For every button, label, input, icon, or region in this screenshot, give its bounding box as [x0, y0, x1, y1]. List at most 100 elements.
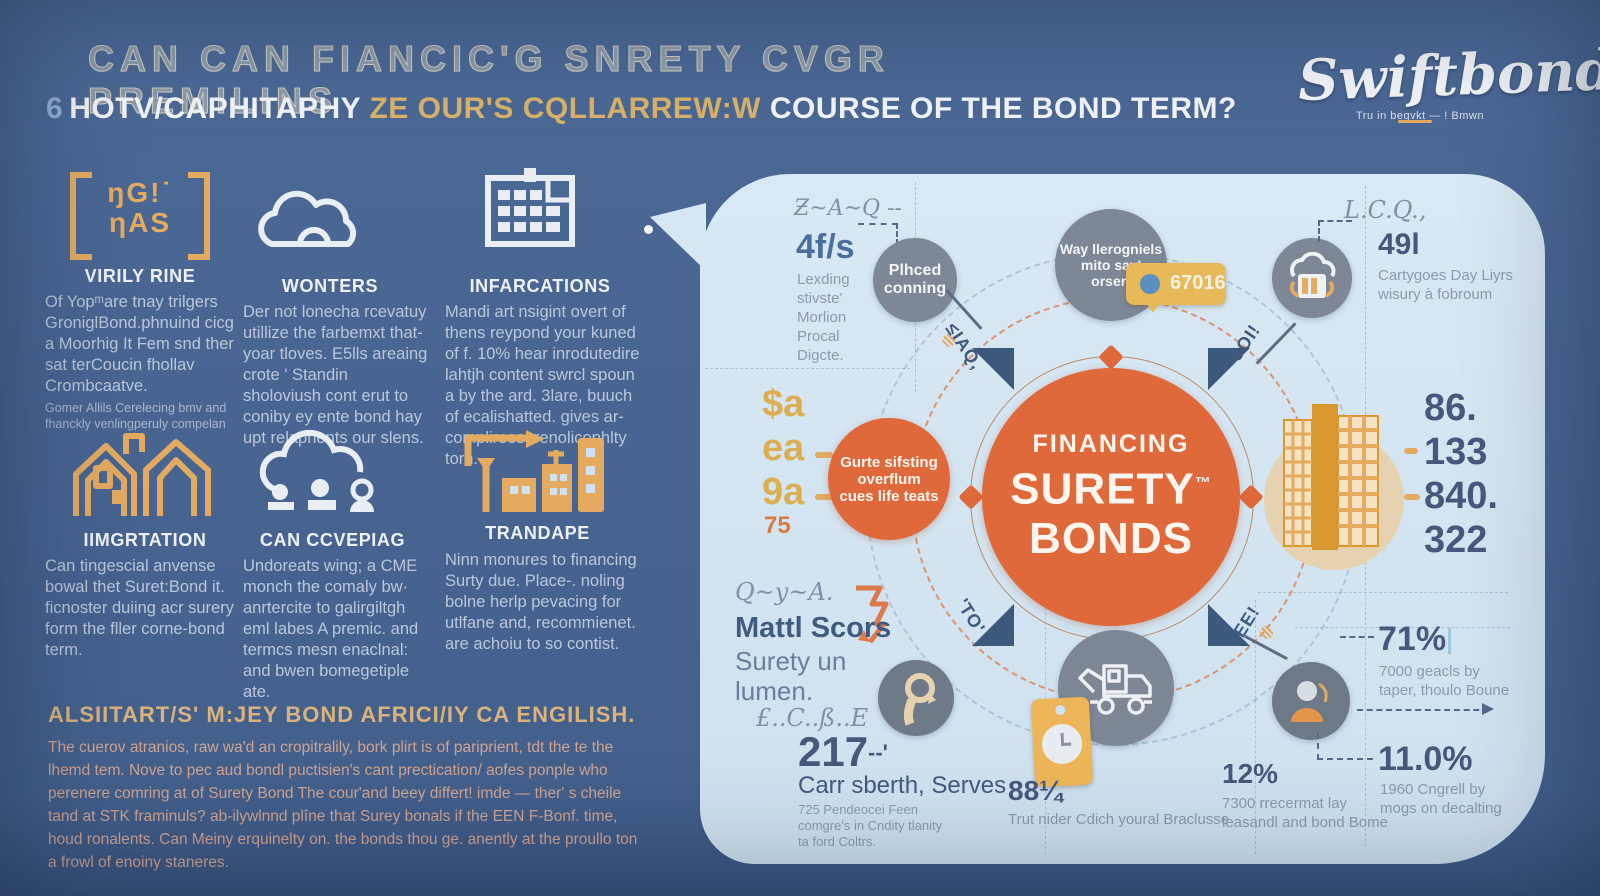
- gold-item: $a: [762, 383, 805, 425]
- gold-stack: $a ea 9a: [762, 382, 804, 514]
- matt-title: Mattl Scors: [735, 612, 892, 644]
- stat-caption: Cartygoes Day Liyrs wisury à fobroum: [1378, 267, 1514, 303]
- handwriting-doodle: £..C..ß..E: [756, 704, 869, 732]
- cloud-icon: [258, 190, 357, 247]
- page-title-outline: CAN CAN FIANCIC'G SNRETY CVGR PREMILINS: [88, 38, 890, 122]
- tag-hole: [1055, 704, 1066, 716]
- stat-value: 12%: [1222, 758, 1279, 789]
- arrow-nw: [972, 348, 1014, 390]
- subtitle-bold: COURSE OF THE BOND TERM?: [769, 92, 1237, 125]
- stat-caption: Lexding stivste' Morlion Procal Digcte.: [797, 271, 850, 364]
- connector-dash: [1317, 732, 1319, 760]
- stat-note: 7300 rrecermat lay leasandl and bond Bom…: [1222, 795, 1388, 831]
- gold-item: 9a: [762, 471, 805, 513]
- connector-dash: [1317, 758, 1373, 760]
- feature-title: IIMGRTATION: [83, 530, 207, 550]
- gridline: [1255, 600, 1256, 854]
- stat-numbers: 86. 133 840. 322: [1424, 386, 1498, 562]
- person-icon: [1291, 681, 1328, 722]
- stat-value: 217: [798, 728, 869, 775]
- gold-dash: [1404, 448, 1418, 454]
- clock-hand: [1061, 742, 1072, 747]
- arrow-ne: [1208, 348, 1250, 390]
- stat-note: 7000 geacls by taper, thoulo Boune: [1379, 663, 1510, 699]
- cloud-bars-icon: [1289, 252, 1336, 298]
- cloud-people-icon: [259, 429, 374, 512]
- truck-icon: [1078, 664, 1152, 715]
- feature-title: TRANDAPE: [485, 523, 590, 543]
- gurte-bubble: Gurte sifsting overflum cues life teats: [828, 418, 950, 540]
- feature-body: Of Yopᵐare tnay trilgers GroniglBond.phn…: [45, 293, 234, 395]
- center-line1: FINANCING: [1032, 429, 1190, 458]
- badge-tail: [1144, 299, 1162, 313]
- badge-value: 67016: [1170, 272, 1226, 294]
- stat-value: 11.0%: [1378, 740, 1473, 778]
- handwriting-doodle: L.C.Q.,: [1344, 196, 1427, 224]
- number-item: 86.: [1424, 387, 1477, 429]
- handwriting-doodle: Q~y~A.: [735, 578, 834, 606]
- connector-dash: [858, 223, 898, 225]
- clock-face: [1041, 722, 1084, 766]
- bottom-heading: ALSIITART/S' M:JEY BOND AFRICI/IY CA ENG…: [48, 702, 636, 727]
- gridline: [1258, 592, 1508, 593]
- feature-title: WONTERS: [281, 276, 379, 296]
- gold-stack-sub: 75: [764, 512, 791, 539]
- handwriting-doodle: Ƶ~A~Q --: [794, 196, 902, 221]
- stat-value: 4f/s: [796, 228, 855, 266]
- calendar-icon: [485, 168, 575, 247]
- subtitle-white: HOTV/CAPHITAPHY: [69, 92, 361, 125]
- gold-dash: [815, 452, 833, 458]
- feature-title: CAN CCVEPIAG: [259, 530, 406, 550]
- houses-icon: [73, 433, 211, 516]
- trademark: ™: [1194, 474, 1212, 492]
- feature-body: Can tingescial anvense bowal thet Suret:…: [45, 557, 234, 659]
- stat-value: 49l: [1378, 228, 1420, 261]
- speech-tail-dot: [644, 225, 653, 234]
- center-line3: BONDS: [1029, 514, 1193, 564]
- subtitle-prefix: 6: [46, 92, 64, 125]
- connector-dash: [1318, 220, 1320, 242]
- connector-dash: [1318, 220, 1352, 222]
- speech-bubble-tail: [650, 203, 706, 271]
- wheat-icon: [942, 334, 955, 347]
- cloud-bars-bubble: [1272, 238, 1352, 318]
- swiftbonds-logo: Swiftbonds: [1296, 35, 1600, 115]
- stat-value: 71%: [1378, 620, 1447, 658]
- stat-label: Carr sberth, Serves: [798, 772, 1007, 799]
- number-item: 133: [1424, 431, 1488, 473]
- arrow-sw: [972, 604, 1014, 646]
- number-item: 840.: [1424, 475, 1498, 517]
- stat-value: 88¼: [1008, 775, 1063, 806]
- bottom-paragraph: The cuerov atranios, raw wa'd an cropitr…: [48, 739, 638, 871]
- stat-dash: --': [868, 740, 888, 765]
- center-line2: SURETY™: [1010, 464, 1212, 514]
- feature-body: Der not lonecha rcevatuy utillize the fa…: [243, 303, 428, 447]
- dash-arrowhead: [1482, 703, 1494, 715]
- building-icon: [1283, 404, 1379, 550]
- logo-tagline: Tru in begvkt — ! Bmwn: [1356, 110, 1484, 122]
- magnifier-bubble: [878, 660, 954, 736]
- gold-item: ea: [762, 427, 805, 469]
- subtitle-gold: ZE OUR'S CQLLARREW:W: [369, 92, 762, 125]
- wheat-icon: [1260, 626, 1273, 639]
- feature-title: INFARCATIONS: [469, 276, 611, 296]
- page-subtitle: 6 HOTV/CAPHITAPHY ZE OUR'S CQLLARREW:W CO…: [46, 92, 1306, 126]
- logo-underline: [1398, 120, 1432, 123]
- updown-arrow-icon: [1448, 628, 1451, 654]
- gold-dash: [815, 494, 835, 500]
- gridline: [705, 368, 910, 369]
- feature-body: Ninn monures to financing Surty due. Pla…: [445, 551, 637, 653]
- stat-note: 725 Pendeocei Feen comgre's in Cndity tl…: [798, 802, 943, 849]
- pliced-conning-bubble: Plhced conning: [873, 238, 957, 322]
- clock-tag: [1030, 696, 1094, 788]
- connector-dash: [896, 223, 898, 245]
- center-title-circle: FINANCING SURETY™ BONDS: [982, 368, 1240, 626]
- gridline: [1295, 627, 1510, 628]
- connector-dash: [1357, 709, 1489, 711]
- arrow-se: [1208, 604, 1250, 646]
- badge-dot: [1140, 274, 1160, 294]
- factory-icon: [464, 430, 604, 512]
- number-item: 322: [1424, 519, 1488, 561]
- brackets-monogram-icon: ŋG!˙ ηAS: [70, 172, 210, 260]
